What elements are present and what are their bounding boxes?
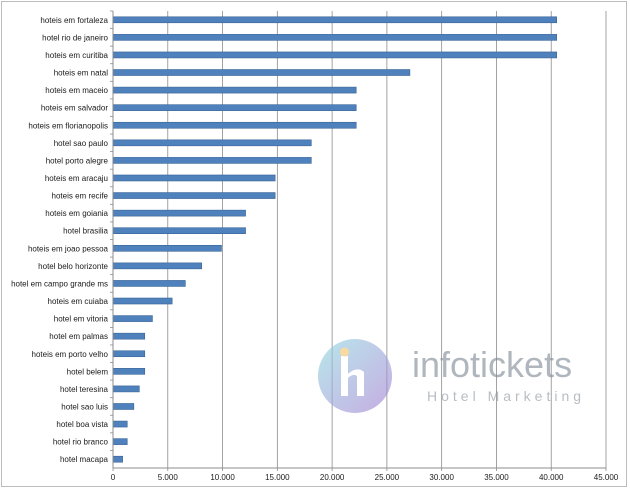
bar	[112, 34, 558, 41]
x-tick-labels: 0 5.000 10.000 15.000 20.000 25.000 30.000 35.0…	[111, 473, 619, 482]
bar	[112, 104, 357, 111]
bar	[112, 86, 357, 94]
bar	[112, 438, 128, 445]
category-label: hotel belem	[67, 367, 109, 376]
category-label: hoteis em fortaleza	[40, 16, 108, 25]
bar	[112, 244, 222, 252]
bar	[112, 280, 186, 287]
category-label: hoteis em aracaju	[45, 174, 108, 183]
x-tick-label: 30.000	[429, 473, 454, 482]
x-tick-label: 25.000	[375, 473, 400, 482]
category-label: hotel em campo grande ms	[11, 279, 108, 288]
bar	[112, 262, 203, 270]
bar	[112, 420, 128, 428]
category-label: hotel em palmas	[49, 332, 108, 341]
category-label: hoteis em cuiaba	[48, 297, 109, 306]
category-label: hotel rio de janeiro	[42, 33, 108, 42]
category-label: hotel boa vista	[56, 420, 108, 429]
bar	[112, 209, 246, 217]
bar	[112, 385, 140, 393]
x-tick-label: 40.000	[539, 473, 564, 482]
bar	[112, 227, 246, 235]
category-label: hoteis em goiania	[45, 209, 108, 218]
x-tick-label: 20.000	[320, 473, 345, 482]
watermark-brand-name: infotickets	[412, 344, 573, 385]
axes	[110, 10, 607, 471]
bar	[112, 192, 276, 199]
category-label: hoteis em maceio	[45, 86, 108, 95]
category-label: hoteis em joao pessoa	[28, 244, 109, 253]
bar	[112, 16, 558, 24]
x-tick-label: 0	[111, 473, 116, 482]
watermark-tagline: Hotel Marketing	[427, 388, 586, 404]
category-label: hoteis em natal	[54, 69, 108, 78]
category-label: hotel teresina	[60, 385, 109, 394]
bar	[112, 315, 153, 322]
bar	[112, 368, 146, 375]
category-label: hotel em vitoria	[54, 315, 109, 324]
category-label: hotel sao paulo	[54, 139, 109, 148]
bar	[112, 403, 135, 410]
bar	[112, 332, 146, 340]
bars	[112, 16, 558, 463]
x-tick-label: 35.000	[484, 473, 509, 482]
bar	[112, 121, 357, 129]
category-label: hoteis em salvador	[41, 104, 108, 113]
infotickets-watermark: infotickets Hotel Marketing	[317, 338, 617, 418]
category-label: hoteis em recife	[52, 192, 109, 201]
category-label: hotel sao luis	[61, 402, 108, 411]
category-label: hoteis em florianopolis	[28, 121, 108, 130]
category-label: hoteis em porto velho	[32, 350, 109, 359]
x-tick-label: 5.000	[158, 473, 179, 482]
bar	[112, 157, 312, 164]
category-label: hotel macapa	[60, 455, 109, 464]
category-label: hotel belo horizonte	[38, 262, 108, 271]
x-tick-label: 45.000	[594, 473, 619, 482]
bar	[112, 350, 146, 358]
category-label: hotel brasilia	[63, 227, 108, 236]
bar	[112, 69, 411, 76]
category-labels: hoteis em fortaleza hotel rio de janeiro h…	[11, 16, 108, 464]
bar	[112, 139, 312, 147]
x-tick-label: 10.000	[210, 473, 235, 482]
category-label: hoteis em curitiba	[45, 51, 108, 60]
bar	[112, 297, 173, 305]
x-tick-label: 15.000	[265, 473, 290, 482]
infotickets-logo-icon	[318, 339, 392, 413]
category-label: hotel porto alegre	[46, 156, 109, 165]
bar	[112, 174, 276, 182]
bar	[112, 51, 558, 59]
bar	[112, 455, 123, 463]
category-label: hotel rio branco	[53, 438, 109, 447]
